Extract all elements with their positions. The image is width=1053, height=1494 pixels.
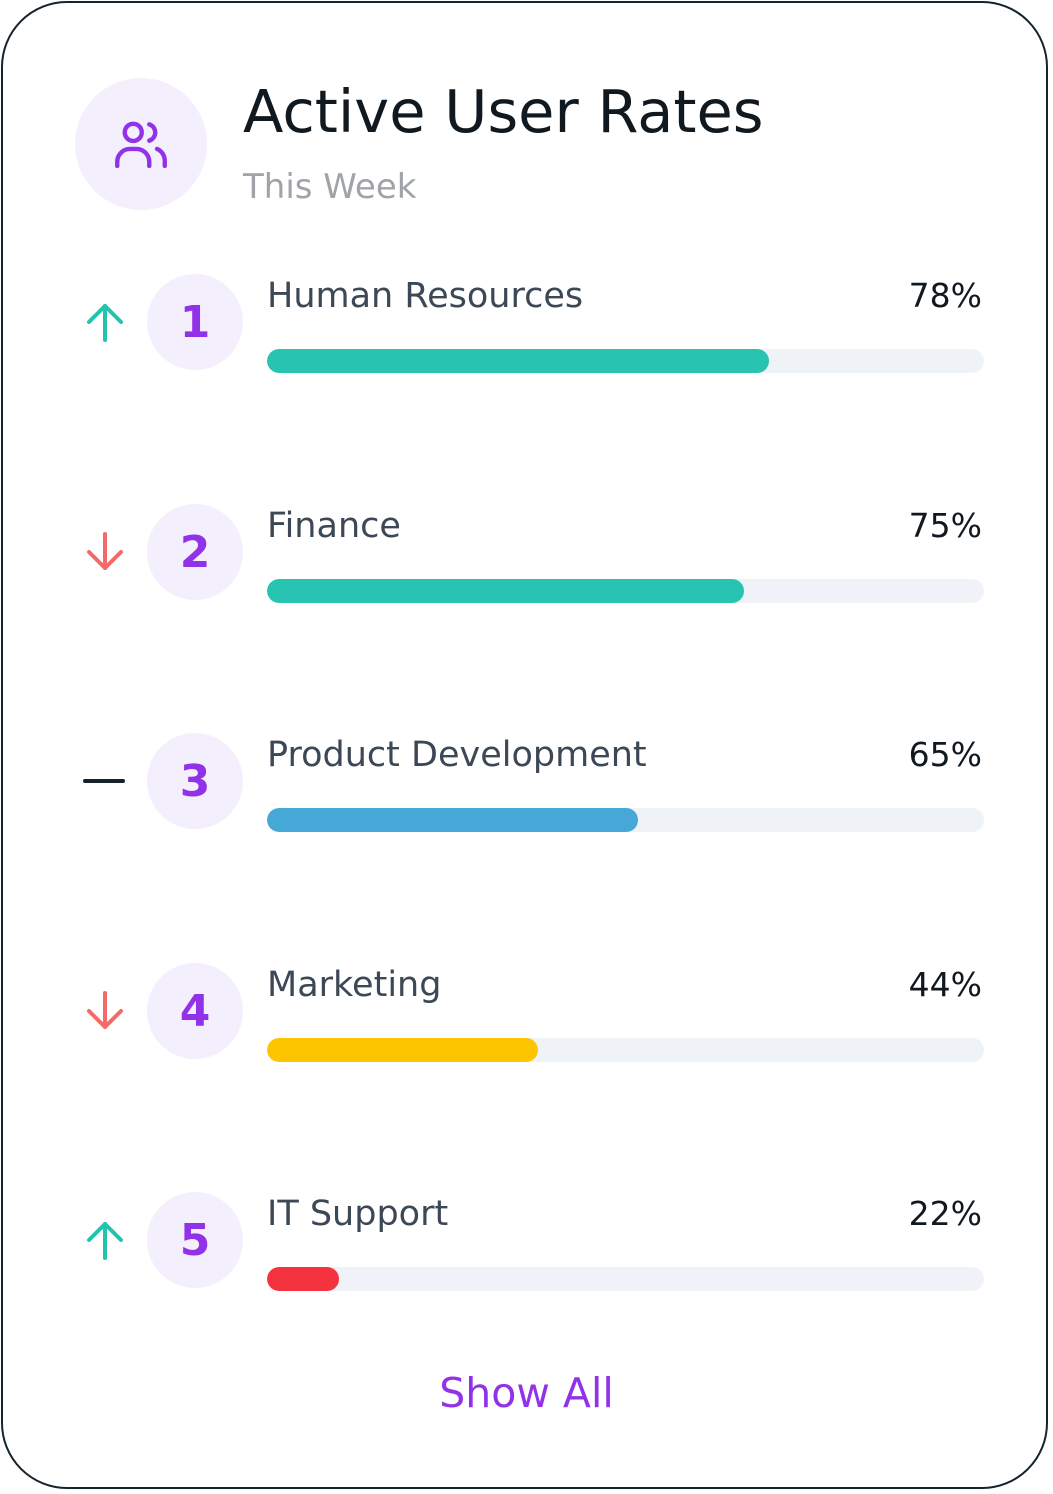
rank-badge: 3 [147,733,243,829]
rank-badge: 4 [147,963,243,1059]
show-all-button[interactable]: Show All [439,1369,614,1417]
department-name: Marketing [267,965,442,1005]
progress-track [267,1038,984,1062]
rank-badge: 1 [147,274,243,370]
percent-value: 44% [908,965,982,1004]
percent-value: 65% [908,735,982,774]
department-row: 2 Finance 75% [3,504,1050,624]
progress-fill [267,1038,539,1062]
percent-value: 78% [908,276,982,315]
progress-track [267,579,984,603]
progress-fill [267,1267,339,1291]
percent-value: 22% [908,1194,982,1233]
card-title: Active User Rates [243,77,764,146]
department-name: Finance [267,506,401,546]
progress-track [267,1267,984,1291]
progress-fill [267,579,744,603]
progress-track [267,349,984,373]
dash-icon [81,757,129,805]
arrow-up-icon [81,1216,129,1264]
department-name: Product Development [267,735,647,775]
department-row: 5 IT Support 22% [3,1192,1050,1312]
progress-fill [267,808,639,832]
department-name: IT Support [267,1194,449,1234]
users-icon [75,78,207,210]
department-row: 4 Marketing 44% [3,963,1050,1083]
card-subtitle: This Week [243,167,417,207]
arrow-down-icon [81,987,129,1035]
progress-fill [267,349,769,373]
department-name: Human Resources [267,276,584,316]
percent-value: 75% [908,506,982,545]
rank-badge: 5 [147,1192,243,1288]
department-row: 1 Human Resources 78% [3,274,1050,394]
arrow-down-icon [81,528,129,576]
arrow-up-icon [81,298,129,346]
department-row: 3 Product Development 65% [3,733,1050,853]
progress-track [267,808,984,832]
rank-badge: 2 [147,504,243,600]
